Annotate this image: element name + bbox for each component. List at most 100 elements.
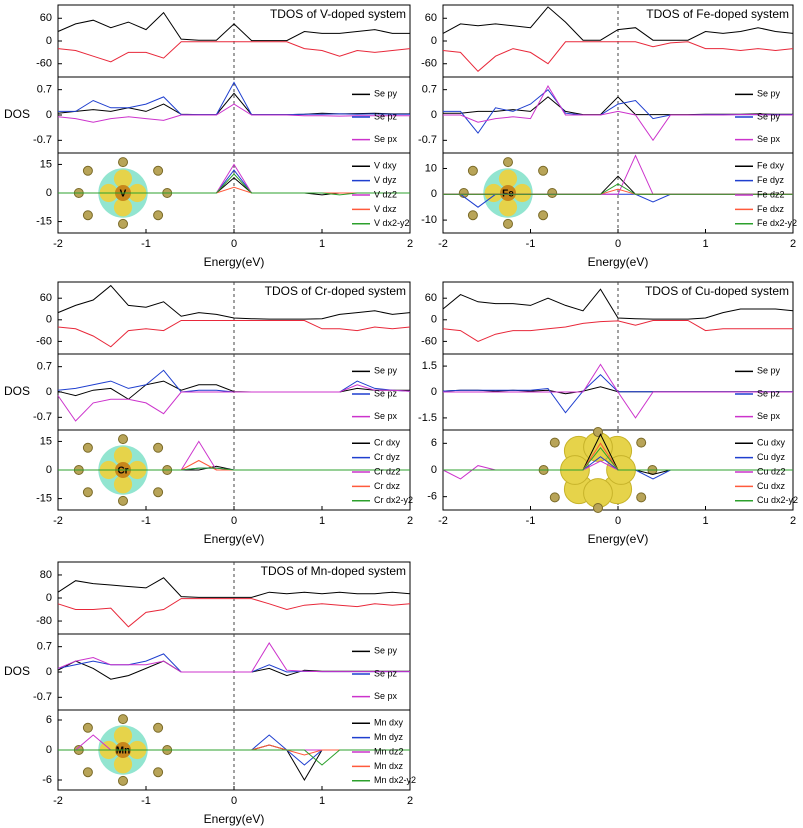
y-tick-label: -60 <box>36 335 52 347</box>
y-tick-label: -0.7 <box>33 134 52 146</box>
inset-label: Mn <box>116 746 130 757</box>
orbital-inset: Mn <box>73 714 173 786</box>
orbital-inset <box>538 427 658 513</box>
subplot: 80 0 -80 TDOS of Mn-doped system <box>36 561 411 635</box>
y-tick-label: 0 <box>46 314 52 326</box>
subplot: 1.5 0 -1.5 Se py Se pz Se px <box>418 353 794 431</box>
dos-line <box>57 284 411 320</box>
legend-label: Mn dxz <box>374 761 404 771</box>
se-atom <box>153 210 164 221</box>
orbital-lobe <box>498 169 518 188</box>
dos-line <box>57 384 411 422</box>
y-tick-label: 60 <box>425 292 437 304</box>
y-tick-label: -80 <box>36 615 52 627</box>
dos-line <box>58 749 410 766</box>
dos-line <box>443 84 793 142</box>
legend-label: Cr dyz <box>374 452 401 462</box>
dos-line <box>443 363 793 419</box>
chart-title: TDOS of Fe-doped system <box>646 7 789 21</box>
legend-label: Fe dyz <box>757 175 785 185</box>
chart-title: TDOS of Cu-doped system <box>645 284 789 298</box>
legend-label: Fe dz2 <box>757 189 785 199</box>
subplot: 6 0 -6-2 -1 0 1 2 Energy(eV) Mn Mn dxy Mn dyz Mn dz… <box>42 709 416 826</box>
y-tick-label: -10 <box>421 214 437 226</box>
y-tick-label: 60 <box>40 12 52 24</box>
se-atom <box>82 722 93 733</box>
y-tick-label: 0 <box>46 592 52 604</box>
legend-label: V dyz <box>374 175 397 185</box>
dos-line <box>57 653 410 673</box>
x-tick-label: 2 <box>790 515 796 527</box>
y-tick-label: 0 <box>46 464 52 476</box>
x-tick-label: -2 <box>438 515 448 527</box>
legend-label: Cu dyz <box>757 452 786 462</box>
se-atom <box>153 165 164 176</box>
se-atom <box>538 210 549 221</box>
se-atom <box>118 157 128 168</box>
subplot: 0.7 0 -0.7 DOS Se py Se pz Se px <box>4 76 411 154</box>
orbital-lobe <box>113 198 133 217</box>
dos-line <box>442 41 794 72</box>
legend-label: Mn dyz <box>374 732 404 742</box>
subplot: 60 0 -60 TDOS of Cr-doped system <box>36 281 411 355</box>
x-tick-label: -1 <box>141 238 151 250</box>
x-tick-label: 0 <box>231 515 237 527</box>
legend-label: Se pz <box>374 668 398 678</box>
dos-line <box>57 598 411 628</box>
x-axis-label: Energy(eV) <box>204 532 265 546</box>
inset-label: Cr <box>117 466 128 477</box>
legend-label: Fe dxz <box>757 204 785 214</box>
y-tick-label: -15 <box>36 215 52 227</box>
legend-label: Cr dx2-y2 <box>374 495 413 505</box>
y-tick-label: 0 <box>46 109 52 121</box>
subplot: 6 0 -6-2 -1 0 1 2 Energy(eV) Cu dxy Cu dyz Cu dz2 C… <box>427 427 798 546</box>
dos-line <box>442 6 794 41</box>
subplot: 0.7 0 -0.7 DOS Se py Se pz Se px <box>4 353 411 431</box>
se-atom <box>503 157 513 168</box>
se-atom <box>82 442 93 453</box>
y-tick-label: -60 <box>421 335 437 347</box>
chart-title: TDOS of Cr-doped system <box>265 284 406 298</box>
x-tick-label: 0 <box>615 238 621 250</box>
x-tick-label: -1 <box>141 515 151 527</box>
x-tick-label: 2 <box>407 795 413 807</box>
y-tick-label: 80 <box>40 569 52 581</box>
dos-line <box>443 183 793 195</box>
y-tick-label: 0.7 <box>37 84 52 96</box>
se-atom <box>82 210 93 221</box>
legend-label: Fe dx2-y2 <box>757 218 797 228</box>
y-tick-label: 0.7 <box>37 641 52 653</box>
legend-label: Se px <box>374 411 398 421</box>
subplot: 0.7 0 -0.7 Se py Se py Se px <box>418 76 794 154</box>
x-tick-label: 1 <box>702 238 708 250</box>
orbital-lobe <box>513 183 532 203</box>
y-tick-label: 1.5 <box>422 360 437 372</box>
subplot: 0.7 0 -0.7 DOS Se py Se pz Se px <box>4 633 411 711</box>
y-tick-label: -0.7 <box>418 134 437 146</box>
y-tick-label: 0 <box>46 744 52 756</box>
se-atom <box>118 495 128 506</box>
inset-label: V <box>120 189 127 200</box>
dos-line <box>57 11 410 42</box>
y-tick-label: 0 <box>431 188 437 200</box>
se-atom <box>82 487 93 498</box>
y-tick-label: 0 <box>431 35 437 47</box>
se-atom <box>82 165 93 176</box>
orbital-lobe <box>498 198 518 217</box>
legend-label: Se px <box>374 134 398 144</box>
se-atom <box>153 767 164 778</box>
y-tick-label: -0.7 <box>33 691 52 703</box>
legend-label: Mn dx2-y2 <box>374 775 416 785</box>
y-tick-label: -15 <box>36 492 52 504</box>
y-tick-label: 60 <box>425 12 437 24</box>
legend-label: Se px <box>757 134 781 144</box>
legend-label: Se pz <box>757 388 781 398</box>
se-atom <box>636 437 647 448</box>
legend-label: Cu dz2 <box>757 466 786 476</box>
y-tick-label: -0.7 <box>33 411 52 423</box>
y-tick-label: 0 <box>46 386 52 398</box>
y-tick-label: 0 <box>46 666 52 678</box>
y-tick-label: 0 <box>431 109 437 121</box>
